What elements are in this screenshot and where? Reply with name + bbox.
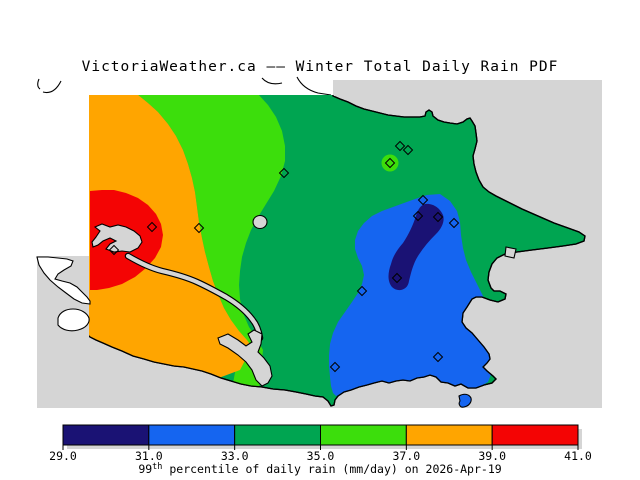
coastline-outline	[89, 95, 586, 407]
colorbar-tick-label: 41.0	[564, 449, 592, 463]
colorbar-tick-label: 39.0	[478, 449, 506, 463]
colorbar-tick-label: 31.0	[135, 449, 163, 463]
caption-superscript: th	[152, 462, 162, 472]
coast-arc-inlet-west	[261, 77, 283, 85]
coast-arc-topleft-large	[42, 80, 62, 94]
colorbar-tick-label: 33.0	[221, 449, 249, 463]
contour-bright-green-bullseye	[381, 154, 399, 172]
station-marker	[417, 194, 429, 206]
colorbar: 29.0 31.0 33.0 35.0 37.0 39.0 41.0 99th percen…	[49, 424, 592, 476]
colorbar-tick-label: 35.0	[307, 449, 335, 463]
contour-blue-region	[329, 194, 494, 396]
station-marker	[432, 351, 444, 363]
coastline-arcs	[37, 76, 332, 96]
gorge-channel	[125, 253, 263, 341]
trial-island	[458, 393, 472, 408]
colorbar-segment	[405, 424, 493, 446]
colorbar-ticks	[62, 445, 579, 450]
caption-text-rest: percentile of daily rain (mm/day) on 202…	[162, 462, 501, 476]
colorbar-segment	[491, 424, 579, 446]
harbour-claw	[91, 223, 143, 253]
west-no-data-land	[36, 256, 91, 332]
station-marker	[329, 361, 341, 373]
station-marker	[356, 285, 368, 297]
station-marker	[108, 244, 120, 256]
esquimalt-lagoon	[57, 308, 90, 332]
colorbar-caption: 99th percentile of daily rain (mm/day) o…	[138, 462, 501, 476]
island-channel-notch	[504, 246, 517, 259]
station-marker	[412, 210, 424, 222]
colorbar-tick-labels: 29.0 31.0 33.0 35.0 37.0 39.0 41.0	[49, 449, 592, 463]
colorbar-tick-label: 29.0	[49, 449, 77, 463]
inland-water-features	[91, 214, 517, 387]
caption-number: 99	[138, 462, 152, 476]
station-marker	[146, 221, 158, 233]
station-markers	[108, 140, 460, 373]
station-marker	[193, 222, 205, 234]
colorbar-segments	[62, 424, 579, 446]
station-marker	[448, 217, 460, 229]
station-marker	[384, 157, 396, 169]
station-marker	[402, 144, 414, 156]
colorbar-segment	[320, 424, 407, 446]
victoria-harbour	[217, 329, 273, 387]
map-title: VictoriaWeather.ca —— Winter Total Daily…	[82, 59, 559, 75]
station-marker	[391, 272, 403, 284]
station-marker	[432, 211, 444, 223]
contour-navy-min	[388, 203, 444, 291]
coast-arc-topleft-small	[37, 78, 41, 90]
contour-bright-green-band	[137, 95, 285, 400]
station-marker	[394, 140, 406, 152]
colwood-land-wedge	[36, 256, 91, 305]
colorbar-tick-label: 37.0	[392, 449, 420, 463]
coast-arc-inlet-east	[296, 76, 332, 96]
elk-lake	[252, 214, 268, 230]
colorbar-segment	[62, 424, 150, 446]
contour-orange-region	[89, 95, 252, 385]
station-marker	[278, 167, 290, 179]
colorbar-segment	[234, 424, 322, 446]
colorbar-segment	[148, 424, 236, 446]
